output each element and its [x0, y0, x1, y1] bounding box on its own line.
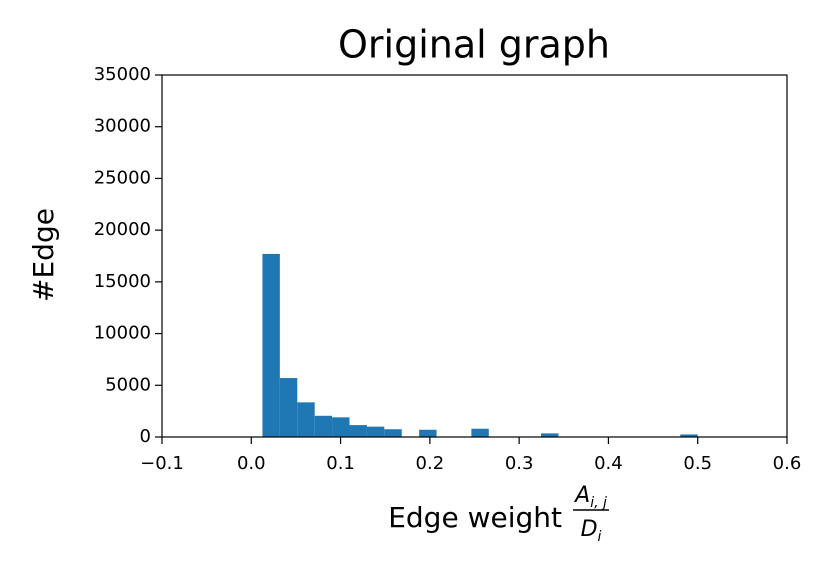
- x-axis-label-denominator: Di: [581, 517, 602, 545]
- x-tick-label: 0.1: [326, 453, 355, 474]
- chart-title: Original graph: [338, 23, 610, 67]
- bar: [349, 425, 367, 437]
- y-tick-label: 30000: [94, 116, 151, 137]
- bar: [541, 433, 559, 437]
- bar: [384, 429, 402, 437]
- x-tick-label: −0.1: [140, 453, 184, 474]
- denominator-subscript: i: [598, 529, 602, 545]
- numerator-subscript: i, j: [590, 495, 607, 511]
- x-tick-label: 0.3: [505, 453, 534, 474]
- plot-area: [162, 75, 787, 437]
- x-axis-label: Edge weight: [388, 501, 562, 534]
- denominator: D: [581, 517, 598, 542]
- bar: [262, 253, 280, 437]
- x-tick-label: 0.2: [416, 453, 445, 474]
- y-tick-label: 0: [140, 426, 151, 447]
- x-tick-label: 0.6: [773, 453, 802, 474]
- y-tick-label: 5000: [105, 374, 151, 395]
- bar: [314, 415, 333, 437]
- y-tick-label: 10000: [94, 323, 151, 344]
- bar: [419, 429, 437, 437]
- x-tick-label: 0.4: [594, 453, 623, 474]
- y-axis-label: #Edge: [27, 208, 60, 302]
- y-tick-label: 20000: [94, 219, 151, 240]
- x-tick-label: 0.5: [683, 453, 712, 474]
- axes-frame: [161, 74, 788, 438]
- y-tick-label: 35000: [94, 64, 151, 85]
- bar: [680, 434, 698, 437]
- bar: [279, 378, 298, 437]
- x-tick-label: 0.0: [237, 453, 266, 474]
- numerator: A: [573, 483, 590, 508]
- bar: [332, 417, 350, 437]
- y-tick-label: 25000: [94, 167, 151, 188]
- bar: [471, 428, 489, 437]
- bar: [297, 402, 315, 437]
- y-tick-label: 15000: [94, 271, 151, 292]
- x-axis-label-numerator: Ai, j: [573, 483, 607, 511]
- bar: [366, 426, 385, 437]
